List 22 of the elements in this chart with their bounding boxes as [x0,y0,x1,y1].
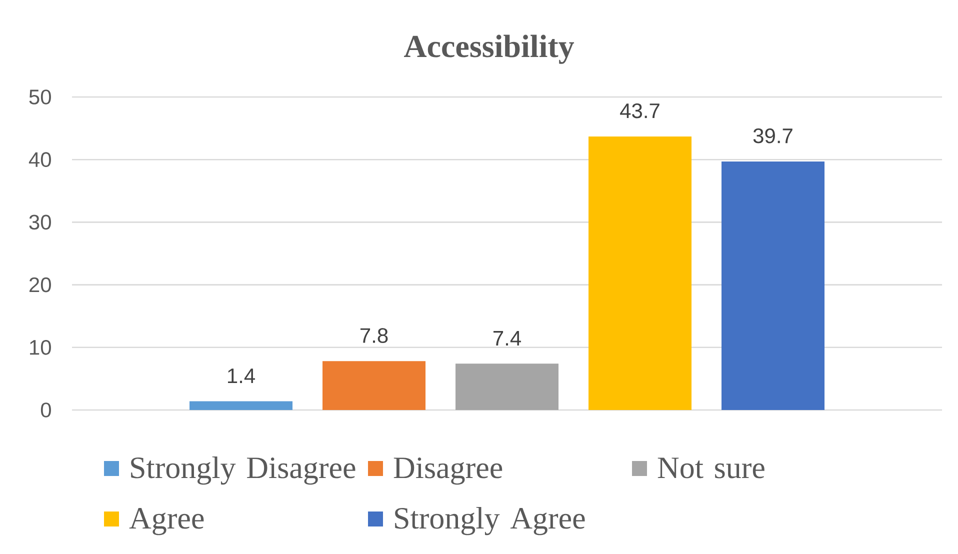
legend-label: Not sure [658,458,764,478]
y-tick-label: 30 [29,214,51,230]
data-label: 7.4 [493,331,521,346]
data-label: 43.7 [620,103,660,118]
y-tick-label: 10 [30,340,51,355]
chart-title: Accessibility [404,34,574,64]
data-label: 7.8 [360,328,388,343]
bar [722,161,825,410]
data-label: 1.4 [228,368,255,384]
bar [190,401,293,410]
legend-label: Strongly Disagree [131,456,356,485]
legend-label: Agree [129,508,204,536]
data-label: 39.7 [753,128,792,144]
bar [322,361,426,410]
bar [588,136,692,410]
y-tick-label: 20 [30,277,51,292]
bar [456,364,559,410]
legend-label: Strongly Agree [395,506,585,536]
y-tick-label: 50 [29,90,51,104]
legend-label: Disagree [394,457,502,485]
y-tick-label: 0 [40,402,51,418]
y-tick-label: 40 [28,152,51,168]
